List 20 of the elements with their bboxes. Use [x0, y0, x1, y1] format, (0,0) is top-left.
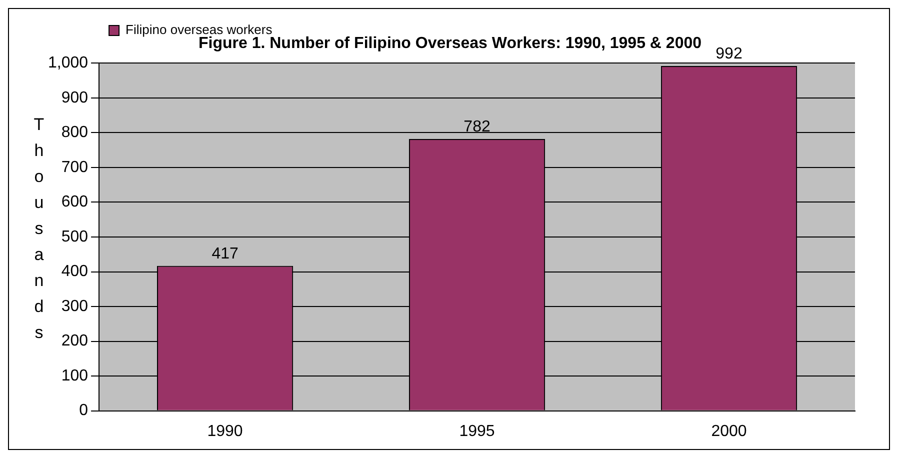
- y-tick-label: 0: [79, 402, 88, 420]
- y-tick-label: 100: [61, 367, 88, 384]
- y-tick-label: 400: [61, 263, 88, 280]
- x-tick-label: 2000: [711, 422, 747, 440]
- y-tick-label: 700: [61, 158, 88, 176]
- y-tick-label: 1,000: [48, 54, 88, 72]
- y-tick-label: 200: [61, 332, 88, 350]
- y-tick-label: 800: [61, 124, 88, 142]
- text: Thousands: [34, 115, 44, 342]
- chart-title: Figure 1. Number of Filipino Overseas Workers: 1990, 1995 & 2000: [198, 35, 702, 52]
- legend-label: Filipino overseas workers: [126, 22, 273, 38]
- y-tick-label: 600: [61, 194, 88, 211]
- data-label: 992: [716, 45, 742, 62]
- data-label: 782: [464, 118, 490, 136]
- y-tick-label: 500: [61, 228, 88, 246]
- y-tick-label: 300: [61, 298, 88, 315]
- y-tick-label: 900: [61, 89, 88, 106]
- x-tick-label: 1995: [459, 422, 495, 440]
- data-label: 417: [212, 245, 238, 262]
- x-tick-label: 1990: [207, 422, 243, 440]
